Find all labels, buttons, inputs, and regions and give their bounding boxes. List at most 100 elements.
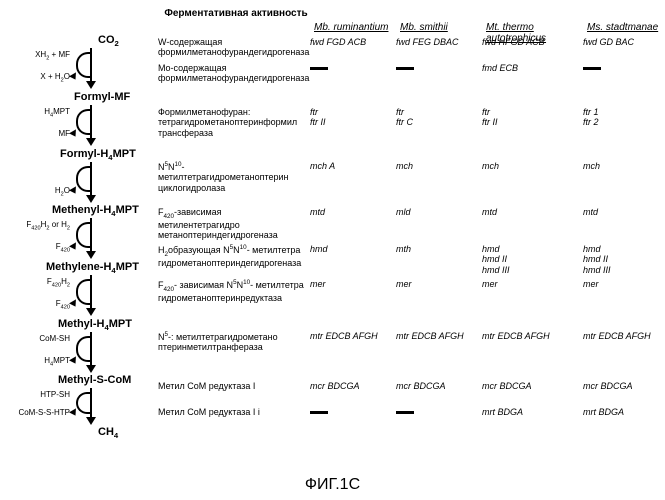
gene-0-0-3: fwd GD BAC [583,36,659,48]
pathway-arrowhead-1 [86,138,96,146]
pathway-arrowhead-4 [86,308,96,316]
side-curve-0 [76,52,90,78]
gene-1-0-1: ftrftr C [396,106,478,129]
side-curve-1 [76,109,90,135]
gene-5-0-1: mtr EDCB AFGH [396,330,478,342]
dash-icon [310,67,328,70]
dash-icon [396,67,414,70]
side-in-6: HTP-SH [40,390,70,399]
pathway-node-methylene: Methylene-H4MPT [46,261,139,275]
gene-3-0-2: mtd [482,206,579,218]
side-curve-6 [76,392,90,414]
activity-0-1: Mo-содержащая формилметанофурандегидроге… [158,62,306,85]
gene-2-0-3: mch [583,160,659,172]
gene-0-1-0 [310,62,392,74]
pathway-arrow-0 [90,48,92,84]
side-in-1: H4MPT [44,107,70,119]
gene-6-1-3: mrt BDGA [583,406,659,418]
pathway-node-methenyl: Methenyl-H4MPT [52,204,139,218]
side-out-0: X + H2O [40,72,70,84]
gene-0-1-2: fmd ECB [482,62,579,74]
side-curve-3 [76,222,90,248]
dash-icon [583,67,601,70]
pathway-node-ch4: CH4 [98,426,118,440]
pathway-arrow-6 [90,388,92,420]
gene-2-0-0: mch A [310,160,392,172]
pathway-arrow-1 [90,105,92,141]
gene-3-0-0: mtd [310,206,392,218]
side-curve-arrow-3 [69,242,79,251]
gene-0-0-0: fwd FGD ACB [310,36,392,48]
side-in-4: F420H2 [47,277,70,289]
gene-5-0-0: mtr EDCB AFGH [310,330,392,342]
gene-4-0-2: mer [482,278,579,290]
gene-3-1-2: hmdhmd IIhmd III [482,243,579,276]
gene-6-0-0: mcr BDCGA [310,380,392,392]
gene-1-0-3: ftr 1ftr 2 [583,106,659,129]
pathway-arrow-5 [90,332,92,368]
pathway-node-methylh4mpt: Methyl-H4MPT [58,318,132,332]
side-out-6: CoM-S-S-HTP [18,408,70,417]
side-curve-arrow-2 [69,186,79,195]
activity-0-0: W-содержащая формилметанофурандегидроген… [158,36,306,59]
gene-6-1-2: mrt BDGA [482,406,579,418]
activity-6-0: Метил CoM редуктаза I [158,380,306,392]
figure-label: ФИГ.1C [0,476,665,494]
gene-5-0-3: mtr EDCB AFGH [583,330,659,342]
pathway-arrow-3 [90,218,92,254]
dash-icon [310,411,328,414]
dash-icon [396,411,414,414]
pathway-node-formylh4mpt: Formyl-H4MPT [60,148,136,162]
pathway-node-co2: CO2 [98,34,119,48]
side-curve-4 [76,279,90,305]
side-in-0: XH2 + MF [35,50,70,62]
pathway-arrow-2 [90,162,92,198]
gene-4-0-1: mer [396,278,478,290]
side-out-2: H2O [55,186,70,198]
gene-4-0-3: mer [583,278,659,290]
pathway-node-formylmf: Formyl-MF [74,91,130,103]
gene-1-0-2: ftrftr II [482,106,579,129]
pathway-arrowhead-0 [86,81,96,89]
pathway-column: CO2 Formyl-MF Formyl-H4MPT Methenyl-H4MPT Me… [8,8,158,438]
pathway-node-methylscom: Methyl-S-CoM [58,374,131,386]
gene-6-1-0 [310,406,392,418]
activity-3-0: F420-зависимая метилентетрагидро метаноп… [158,206,306,242]
side-in-5: CoM-SH [39,334,70,343]
side-curve-arrow-5 [69,356,79,365]
activity-6-1: Метил CoM редуктаза I i [158,406,306,418]
side-curve-arrow-0 [69,72,79,81]
pathway-arrowhead-2 [86,195,96,203]
gene-0-1-3 [583,62,659,74]
gene-3-0-1: mld [396,206,478,218]
gene-5-0-2: mtr EDCB AFGH [482,330,579,342]
activity-1-0: Формилметанофуран: тетрагидрометаноптери… [158,106,306,139]
gene-1-0-0: ftrftr II [310,106,392,129]
activity-4-0: F420- зависимая N5N10- метилтетра гидром… [158,278,306,304]
gene-0-0-1: fwd FEG DBAC [396,36,478,48]
side-out-1: MF [58,129,70,138]
side-curve-2 [76,166,90,192]
activity-3-1: H2образующая N5N10- метилтетра гидромета… [158,243,306,269]
gene-3-1-3: hmdhmd IIhmd III [583,243,659,276]
pathway-arrowhead-6 [86,417,96,425]
gene-6-0-3: mcr BDCGA [583,380,659,392]
side-out-3: F420 [56,242,70,254]
gene-0-0-2: fwd HFGD ACB [482,36,579,48]
side-out-5: H4MPT [44,356,70,368]
gene-2-0-1: mch [396,160,478,172]
side-curve-arrow-1 [69,129,79,138]
gene-6-0-2: mcr BDCGA [482,380,579,392]
activity-5-0: N5-: метилтетрагидрометано птеринметилтр… [158,330,306,354]
side-curve-arrow-4 [69,299,79,308]
side-curve-5 [76,336,90,362]
gene-0-1-1 [396,62,478,74]
pathway-arrowhead-5 [86,365,96,373]
gene-6-1-1 [396,406,478,418]
gene-3-0-3: mtd [583,206,659,218]
gene-3-1-0: hmd [310,243,392,255]
gene-6-0-1: mcr BDCGA [396,380,478,392]
gene-3-1-1: mth [396,243,478,255]
side-in-3: F420H2 or H2 [26,220,70,232]
side-out-4: F420 [56,299,70,311]
